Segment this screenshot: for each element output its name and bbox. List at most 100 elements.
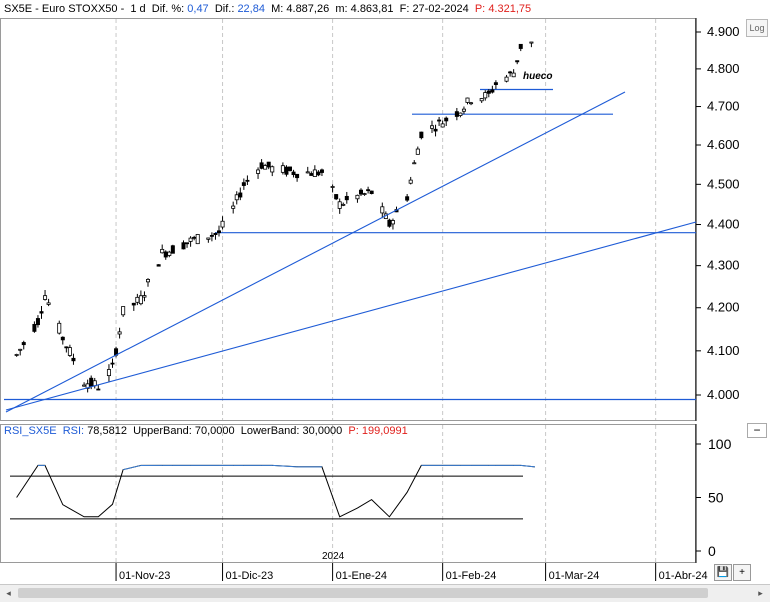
candle-body-102 xyxy=(519,44,522,48)
scroll-left-icon[interactable]: ◂ xyxy=(2,587,15,599)
candle-body-28 xyxy=(157,265,160,267)
candle-body-36 xyxy=(193,237,196,238)
time-tick-label-4: 01-Mar-24 xyxy=(549,570,600,582)
upper-band-label: UpperBand: xyxy=(133,425,192,437)
scroll-right-icon[interactable]: ▸ xyxy=(754,587,767,599)
candle-body-49 xyxy=(260,163,263,169)
rsi-line xyxy=(17,465,535,516)
rsi-tick-label-2: 0 xyxy=(708,543,716,559)
candles xyxy=(15,42,533,392)
horizontal-scrollbar[interactable]: ◂ ▸ xyxy=(0,584,770,602)
dif-pct-label: Dif. %: xyxy=(152,3,184,15)
candle-body-40 xyxy=(214,233,217,234)
time-tick-label-3: 01-Feb-24 xyxy=(446,570,497,582)
rsi-axis: 100 50 0 xyxy=(696,436,732,559)
candle-body-58 xyxy=(306,172,309,173)
date-value: 27-02-2024 xyxy=(412,3,468,15)
rsi-p-label: P: xyxy=(348,425,358,437)
candle-body-35 xyxy=(189,238,192,241)
candle-body-9 xyxy=(61,337,64,340)
price-tick-label-7: 4.200 xyxy=(707,300,740,315)
price-tick-label-6: 4.300 xyxy=(707,258,740,273)
max-value: 4.887,26 xyxy=(286,3,329,15)
candle-body-53 xyxy=(281,166,284,173)
candle-body-5 xyxy=(40,312,43,314)
candle-body-38 xyxy=(207,238,210,239)
candle-body-4 xyxy=(36,318,39,324)
candle-body-43 xyxy=(232,206,235,208)
candle-body-60 xyxy=(313,170,316,177)
candle-body-81 xyxy=(416,149,419,154)
candle-body-55 xyxy=(288,167,291,171)
candle-body-27 xyxy=(146,279,149,281)
candle-body-50 xyxy=(264,166,267,170)
rsi-panel xyxy=(1,425,696,563)
candle-body-69 xyxy=(359,190,362,194)
candle-body-68 xyxy=(356,195,359,198)
candle-body-30 xyxy=(164,252,167,257)
candle-body-15 xyxy=(90,378,93,386)
annotation-hueco: hueco xyxy=(523,71,552,82)
candle-body-44 xyxy=(235,195,238,200)
dif-label: Dif.: xyxy=(215,3,235,15)
candle-body-26 xyxy=(143,296,146,298)
upper-band-value: 70,0000 xyxy=(195,425,235,437)
collapse-rsi-button[interactable]: − xyxy=(747,423,767,438)
candle-body-59 xyxy=(310,173,313,175)
add-icon[interactable]: + xyxy=(733,564,751,581)
save-icon[interactable]: 💾 xyxy=(714,564,732,581)
candle-body-17 xyxy=(97,389,100,390)
price-header: SX5E - Euro STOXX50 - 1 d Dif. %: 0,47 D… xyxy=(4,3,531,15)
candle-body-46 xyxy=(242,183,245,186)
candle-body-85 xyxy=(438,120,441,121)
candle-body-93 xyxy=(480,98,483,100)
candle-body-13 xyxy=(83,385,86,386)
candle-body-25 xyxy=(139,296,142,304)
candle-body-76 xyxy=(391,221,394,224)
candle-body-70 xyxy=(363,194,366,195)
candle-body-99 xyxy=(509,72,512,73)
candle-body-10 xyxy=(65,347,68,348)
candle-body-78 xyxy=(406,197,409,200)
year-marker: 2024 xyxy=(322,551,345,562)
price-tick-label-3: 4.600 xyxy=(707,137,740,152)
price-tick-label-8: 4.100 xyxy=(707,343,740,358)
candle-body-101 xyxy=(516,61,519,62)
price-axis: 4.9004.8004.7004.6004.5004.4004.3004.200… xyxy=(696,24,740,402)
log-scale-button[interactable]: Log xyxy=(746,19,768,37)
candle-body-3 xyxy=(33,324,36,331)
rsi-value: 78,5812 xyxy=(87,425,127,437)
candle-body-23 xyxy=(132,303,135,305)
horizontal-lines xyxy=(4,89,696,399)
rsi-p-value: 199,0991 xyxy=(362,425,408,437)
candle-body-12 xyxy=(72,358,75,360)
time-tick-label-2: 01-Ene-24 xyxy=(336,570,387,582)
candle-body-90 xyxy=(462,109,465,111)
price-value: 4.321,75 xyxy=(488,3,531,15)
price-tick-label-5: 4.400 xyxy=(707,217,740,232)
rsi-tick-label-1: 50 xyxy=(708,490,724,506)
candle-body-80 xyxy=(413,163,416,164)
candle-body-72 xyxy=(370,191,373,194)
candle-body-52 xyxy=(271,167,274,172)
candle-body-95 xyxy=(487,91,490,93)
rsi-series xyxy=(10,465,535,519)
candle-body-64 xyxy=(335,194,338,198)
price-tick-label-4: 4.500 xyxy=(707,176,740,191)
candle-body-61 xyxy=(317,172,320,175)
candle-body-63 xyxy=(331,186,334,187)
candle-body-1 xyxy=(19,349,22,350)
candle-body-41 xyxy=(217,231,220,233)
date-label: F: xyxy=(400,3,410,15)
lower-band-value: 30,0000 xyxy=(303,425,343,437)
dif-pct-value: 0,47 xyxy=(187,3,208,15)
scroll-thumb[interactable] xyxy=(18,588,708,598)
max-label: M: xyxy=(271,3,283,15)
main-panel xyxy=(1,19,696,421)
candle-body-71 xyxy=(367,190,370,191)
time-tick-label-5: 01-Abr-24 xyxy=(659,570,708,582)
rsi-tick-label-0: 100 xyxy=(708,436,732,452)
